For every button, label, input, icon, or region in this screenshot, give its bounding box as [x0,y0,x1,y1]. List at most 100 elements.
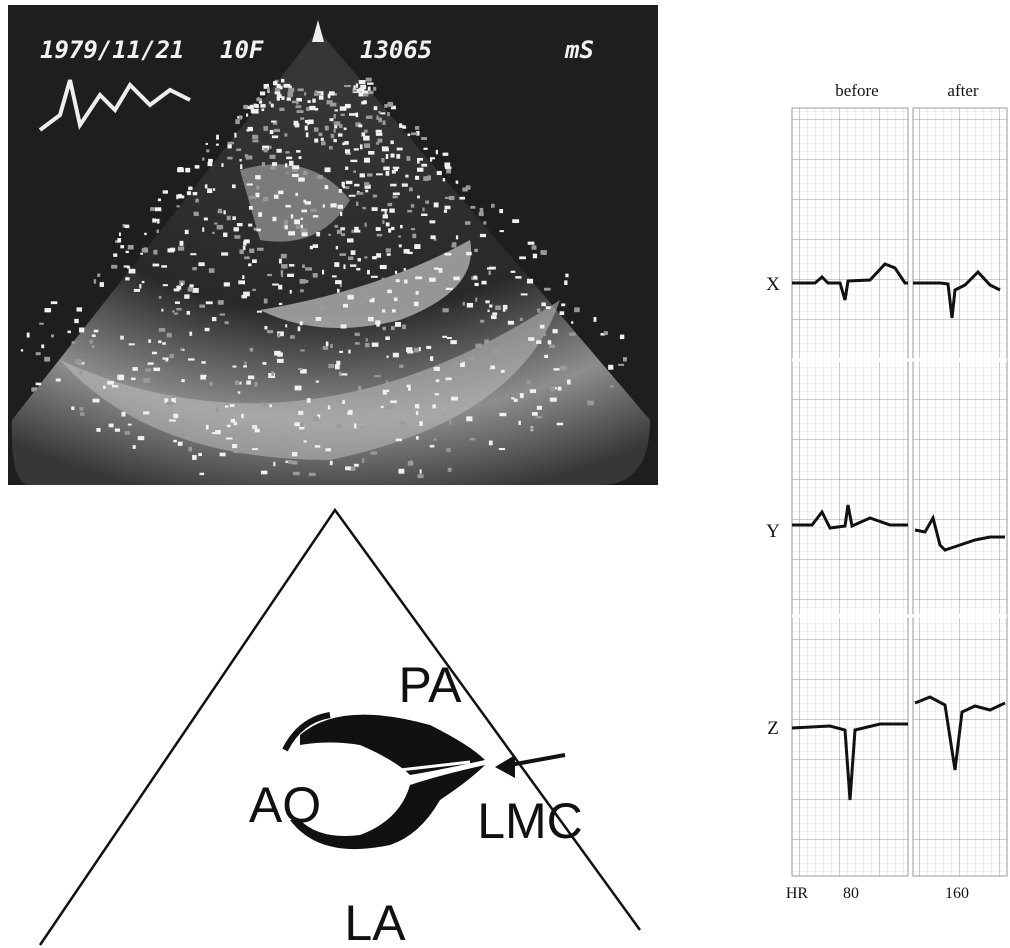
speckle [242,245,246,251]
speckle [319,305,322,310]
speckle [571,321,574,324]
speckle [270,103,274,108]
speckle [198,262,205,267]
speckle [300,349,305,352]
speckle [407,251,413,255]
speckle [305,132,309,138]
speckle [356,192,364,195]
speckle [177,246,185,251]
speckle [334,224,339,228]
speckle [117,374,124,380]
speckle [291,317,297,320]
speckle [176,205,180,208]
speckle [329,102,337,107]
speckle [513,398,518,402]
speckle [383,166,390,171]
speckle [80,412,85,416]
speckle [329,460,333,466]
speckle [382,148,389,152]
speckle [593,316,597,322]
speckle [266,330,274,334]
speckle [312,244,319,248]
speckle [241,294,247,299]
speckle [466,251,472,256]
speckle [464,221,471,225]
speckle [171,394,175,399]
speckle [298,177,305,182]
speckle [359,144,363,150]
speckle [367,82,374,85]
speckle [96,427,101,432]
speckle [271,371,275,376]
speckle [354,332,360,336]
speckle [375,132,383,136]
speckle [194,165,200,169]
speckle [219,313,225,316]
speckle [216,134,219,140]
lead-label: Y [766,521,780,542]
speckle [288,160,294,166]
speckle [376,253,382,258]
speckle [402,125,406,128]
speckle [345,186,350,189]
speckle [412,233,417,239]
speckle [536,340,542,344]
speckle [531,245,537,250]
speckle [394,270,398,274]
speckle [243,239,250,244]
speckle [180,282,183,286]
speckle [377,138,383,143]
speckle [217,300,224,305]
speckle [115,240,120,243]
speckle [373,86,377,91]
speckle [451,396,459,401]
speckle [396,147,403,151]
speckle [407,209,413,213]
speckle [356,201,359,206]
speckle [292,165,300,170]
speckle [161,308,164,312]
speckle [158,295,162,299]
speckle [310,208,317,212]
speckle [515,276,522,279]
speckle [248,205,253,210]
speckle [421,137,427,140]
speckle [216,224,224,230]
speckle [488,266,496,270]
speckle [252,259,257,264]
speckle [385,248,391,253]
speckle [433,238,437,241]
echo-id: 13065 [360,36,432,64]
speckle [35,352,41,356]
speckle [344,141,349,145]
speckle [385,336,390,340]
speckle [107,380,114,385]
speckle [258,98,263,104]
speckle [50,301,58,305]
speckle [603,331,608,335]
speckle [102,385,106,389]
speckle [325,448,331,452]
speckle [561,367,566,371]
speckle [333,128,336,133]
speckle [382,389,387,395]
speckle [492,349,500,354]
speckle [404,279,408,284]
speckle [544,354,549,359]
speckle [417,474,424,479]
speckle [314,90,318,93]
speckle [447,467,452,472]
speckle [535,416,542,419]
speckle [488,440,493,446]
speckle [205,142,208,145]
speckle [422,207,425,212]
speckle [443,209,448,213]
speckle [564,280,568,286]
speckle [278,302,283,306]
speckle [365,338,368,342]
speckle [181,379,185,383]
speckle [441,413,445,416]
speckle [365,115,373,119]
speckle [269,129,274,135]
speckle [244,256,250,260]
